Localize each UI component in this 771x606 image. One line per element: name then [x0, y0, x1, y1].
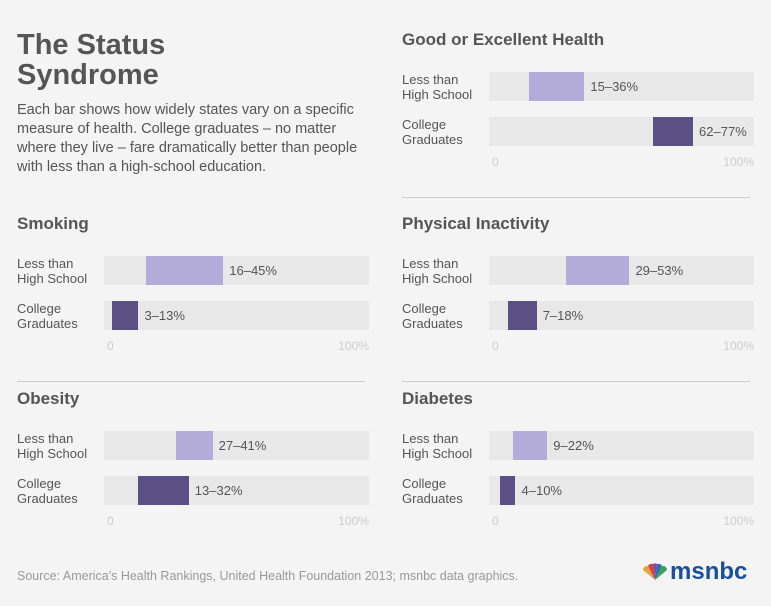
value-label: 7–18% — [542, 308, 584, 323]
category-label: Less than High School — [402, 72, 473, 102]
panel-title: Smoking — [17, 214, 89, 233]
category-label: Less than High School — [402, 431, 473, 461]
range-bar — [146, 256, 224, 285]
logo-icon — [642, 563, 668, 580]
category-label: College Graduates — [17, 476, 78, 506]
separator — [17, 381, 365, 382]
description: Each bar shows how widely states vary on… — [17, 102, 358, 175]
page-title: The Status Syndrome — [17, 29, 166, 91]
panel-title: Diabetes — [402, 389, 473, 408]
x-tick-label: 100% — [338, 339, 369, 353]
range-bar — [138, 476, 189, 505]
value-label: 29–53% — [635, 263, 684, 278]
value-label: 9–22% — [553, 438, 594, 453]
value-label: 3–13% — [144, 308, 185, 323]
x-tick-label: 0 — [107, 339, 114, 353]
range-bar — [175, 431, 213, 460]
value-label: 62–77% — [699, 124, 747, 139]
category-label: College Graduates — [402, 117, 463, 147]
category-label: Less than High School — [17, 431, 88, 461]
range-bar — [507, 301, 537, 330]
value-label: 13–32% — [194, 483, 243, 498]
bar-track — [489, 117, 754, 146]
separator — [402, 197, 750, 198]
logo-text: msnbc — [670, 558, 748, 585]
x-tick-label: 0 — [492, 514, 499, 528]
x-tick-label: 100% — [723, 155, 754, 169]
category-label: College Graduates — [402, 301, 463, 331]
value-label: 16–45% — [229, 263, 277, 278]
x-tick-label: 0 — [107, 514, 114, 528]
category-label: Less than High School — [17, 256, 88, 286]
range-bar — [499, 476, 516, 505]
panel-title: Obesity — [17, 389, 80, 408]
x-tick-label: 100% — [338, 514, 369, 528]
logo: msnbc — [640, 558, 747, 586]
range-bar — [565, 256, 630, 285]
range-bar — [111, 301, 139, 330]
category-label: College Graduates — [17, 301, 78, 331]
panel-title: Physical Inactivity — [402, 214, 550, 233]
value-label: 27–41% — [218, 438, 267, 453]
range-bar — [528, 72, 585, 101]
value-label: 15–36% — [590, 79, 639, 94]
category-label: Less than High School — [402, 256, 473, 286]
range-bar — [512, 431, 548, 460]
range-bar — [653, 117, 694, 146]
source: Source: America's Health Rankings, Unite… — [17, 569, 519, 583]
bar-track — [104, 301, 369, 330]
bar-track — [104, 431, 369, 460]
x-tick-label: 0 — [492, 155, 499, 169]
value-label: 4–10% — [521, 483, 562, 498]
x-tick-label: 100% — [723, 339, 754, 353]
category-label: College Graduates — [402, 476, 463, 506]
x-tick-label: 0 — [492, 339, 499, 353]
separator — [402, 381, 750, 382]
bar-track — [489, 476, 754, 505]
panel-title: Good or Excellent Health — [402, 30, 605, 49]
x-tick-label: 100% — [723, 514, 754, 528]
